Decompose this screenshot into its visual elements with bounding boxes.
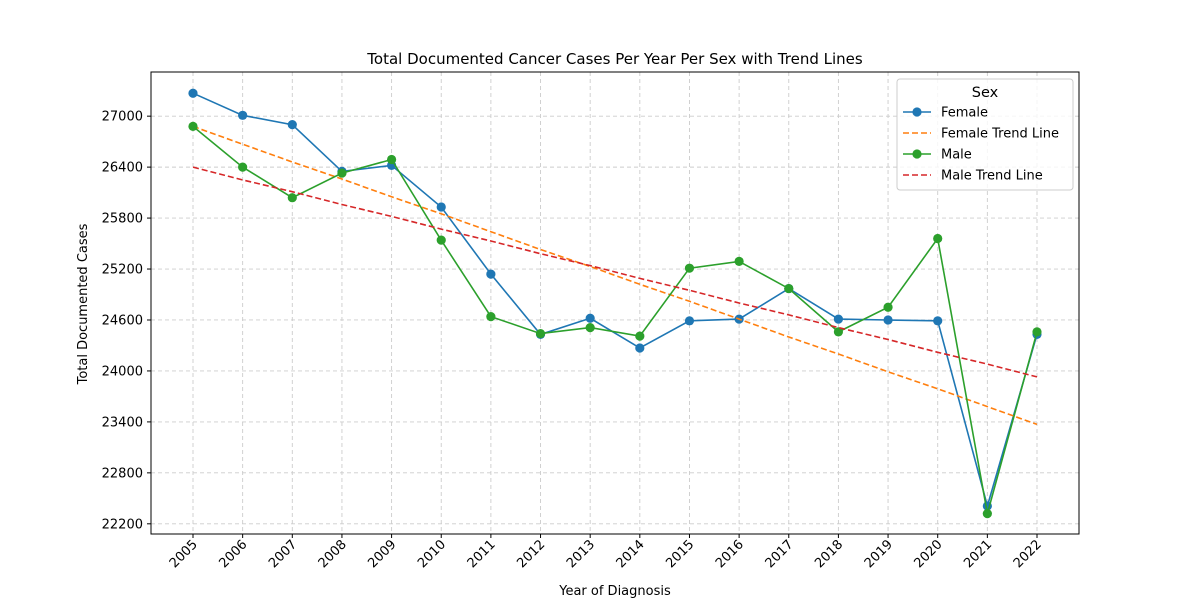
plot-frame xyxy=(150,71,1080,535)
y-tick-label: 24600 xyxy=(102,313,143,328)
data-point-male xyxy=(337,168,347,178)
y-tick-label: 22200 xyxy=(102,517,143,532)
x-tick-label: 2015 xyxy=(663,537,697,571)
x-tick-label: 2008 xyxy=(316,537,350,571)
x-tick-label: 2012 xyxy=(514,537,548,571)
data-point-male xyxy=(585,323,595,333)
legend: Sex Female Female Trend Line Male Male Tren… xyxy=(896,78,1074,191)
x-tick-label: 2013 xyxy=(564,537,598,571)
data-point-male xyxy=(1032,327,1042,337)
legend-item-female: Female xyxy=(903,106,988,121)
data-point-male xyxy=(386,154,397,165)
legend-marker xyxy=(912,149,922,159)
series-line-male xyxy=(192,125,1038,514)
series-female xyxy=(188,88,1042,511)
x-tick-label: 2020 xyxy=(912,537,946,571)
x-tick-label: 2022 xyxy=(1011,537,1045,571)
data-point-female xyxy=(833,314,844,324)
legend-label: Female xyxy=(941,106,988,121)
legend-item-male: Male xyxy=(903,148,972,163)
series-female-trend-line xyxy=(192,125,1038,426)
legend-marker xyxy=(912,107,922,117)
x-tick-label: 2007 xyxy=(266,537,300,571)
y-tick-label: 25800 xyxy=(102,212,143,227)
y-tick-label: 26400 xyxy=(102,161,143,176)
x-tick-label: 2014 xyxy=(614,537,648,571)
data-point-male xyxy=(436,235,446,245)
data-point-male xyxy=(982,509,992,519)
legend-label: Male xyxy=(941,148,972,163)
data-point-male xyxy=(287,193,297,203)
data-point-male xyxy=(933,233,943,244)
x-tick-label: 2005 xyxy=(167,537,201,571)
data-point-female xyxy=(684,316,695,326)
x-tick-label: 2009 xyxy=(365,537,399,571)
y-tick-label: 24000 xyxy=(102,364,143,379)
x-axis: 2005 2006 2007 2008 2009 2010 2011 2012 2013 2014… xyxy=(167,534,1045,571)
data-point-female xyxy=(635,343,645,353)
legend-box xyxy=(896,78,1074,191)
x-tick-label: 2011 xyxy=(465,537,499,571)
data-point-female xyxy=(238,110,248,120)
data-point-female xyxy=(883,315,893,325)
x-tick-label: 2010 xyxy=(415,537,449,571)
legend-label: Male Trend Line xyxy=(941,169,1043,184)
legend-label: Female Trend Line xyxy=(941,127,1059,142)
y-axis-label: Total Documented Cases xyxy=(76,223,91,385)
data-point-male xyxy=(486,311,496,322)
x-tick-label: 2021 xyxy=(961,537,995,571)
series-line-female-trend-line xyxy=(192,125,1038,426)
chart-title: Total Documented Cancer Cases Per Year P… xyxy=(366,50,863,68)
data-point-female xyxy=(188,88,198,98)
y-axis: 22200 22800 23400 24000 24600 25200 25800 26400… xyxy=(102,110,151,532)
y-tick-label: 23400 xyxy=(102,415,143,430)
x-tick-label: 2006 xyxy=(216,537,250,571)
x-axis-label: Year of Diagnosis xyxy=(558,584,671,599)
x-tick-label: 2018 xyxy=(812,537,846,571)
y-tick-label: 25200 xyxy=(102,263,143,278)
data-point-male xyxy=(684,263,695,273)
series-layer xyxy=(188,88,1042,519)
data-point-female xyxy=(933,316,943,326)
data-point-female xyxy=(436,202,446,212)
data-point-male xyxy=(833,327,844,337)
data-point-female xyxy=(486,269,496,279)
y-tick-label: 27000 xyxy=(102,110,143,125)
data-point-female xyxy=(287,120,297,130)
data-point-male xyxy=(535,328,546,339)
x-tick-label: 2019 xyxy=(862,537,896,571)
x-tick-label: 2017 xyxy=(763,537,797,571)
data-point-male xyxy=(238,162,248,172)
y-tick-label: 22800 xyxy=(102,466,143,481)
series-line-male-trend-line xyxy=(192,166,1038,378)
data-point-male xyxy=(784,283,794,294)
x-tick-label: 2016 xyxy=(713,537,747,571)
data-point-male xyxy=(883,302,893,312)
legend-title: Sex xyxy=(972,85,999,101)
series-line-female xyxy=(192,92,1038,509)
data-point-male xyxy=(188,121,198,131)
legend-item-male-trend-line: Male Trend Line xyxy=(903,169,1043,184)
series-male-trend-line xyxy=(192,166,1038,378)
series-male xyxy=(188,121,1042,519)
data-point-male xyxy=(635,331,645,341)
data-point-female xyxy=(585,313,595,323)
data-point-male xyxy=(734,256,744,266)
legend-item-female-trend-line: Female Trend Line xyxy=(903,127,1059,142)
